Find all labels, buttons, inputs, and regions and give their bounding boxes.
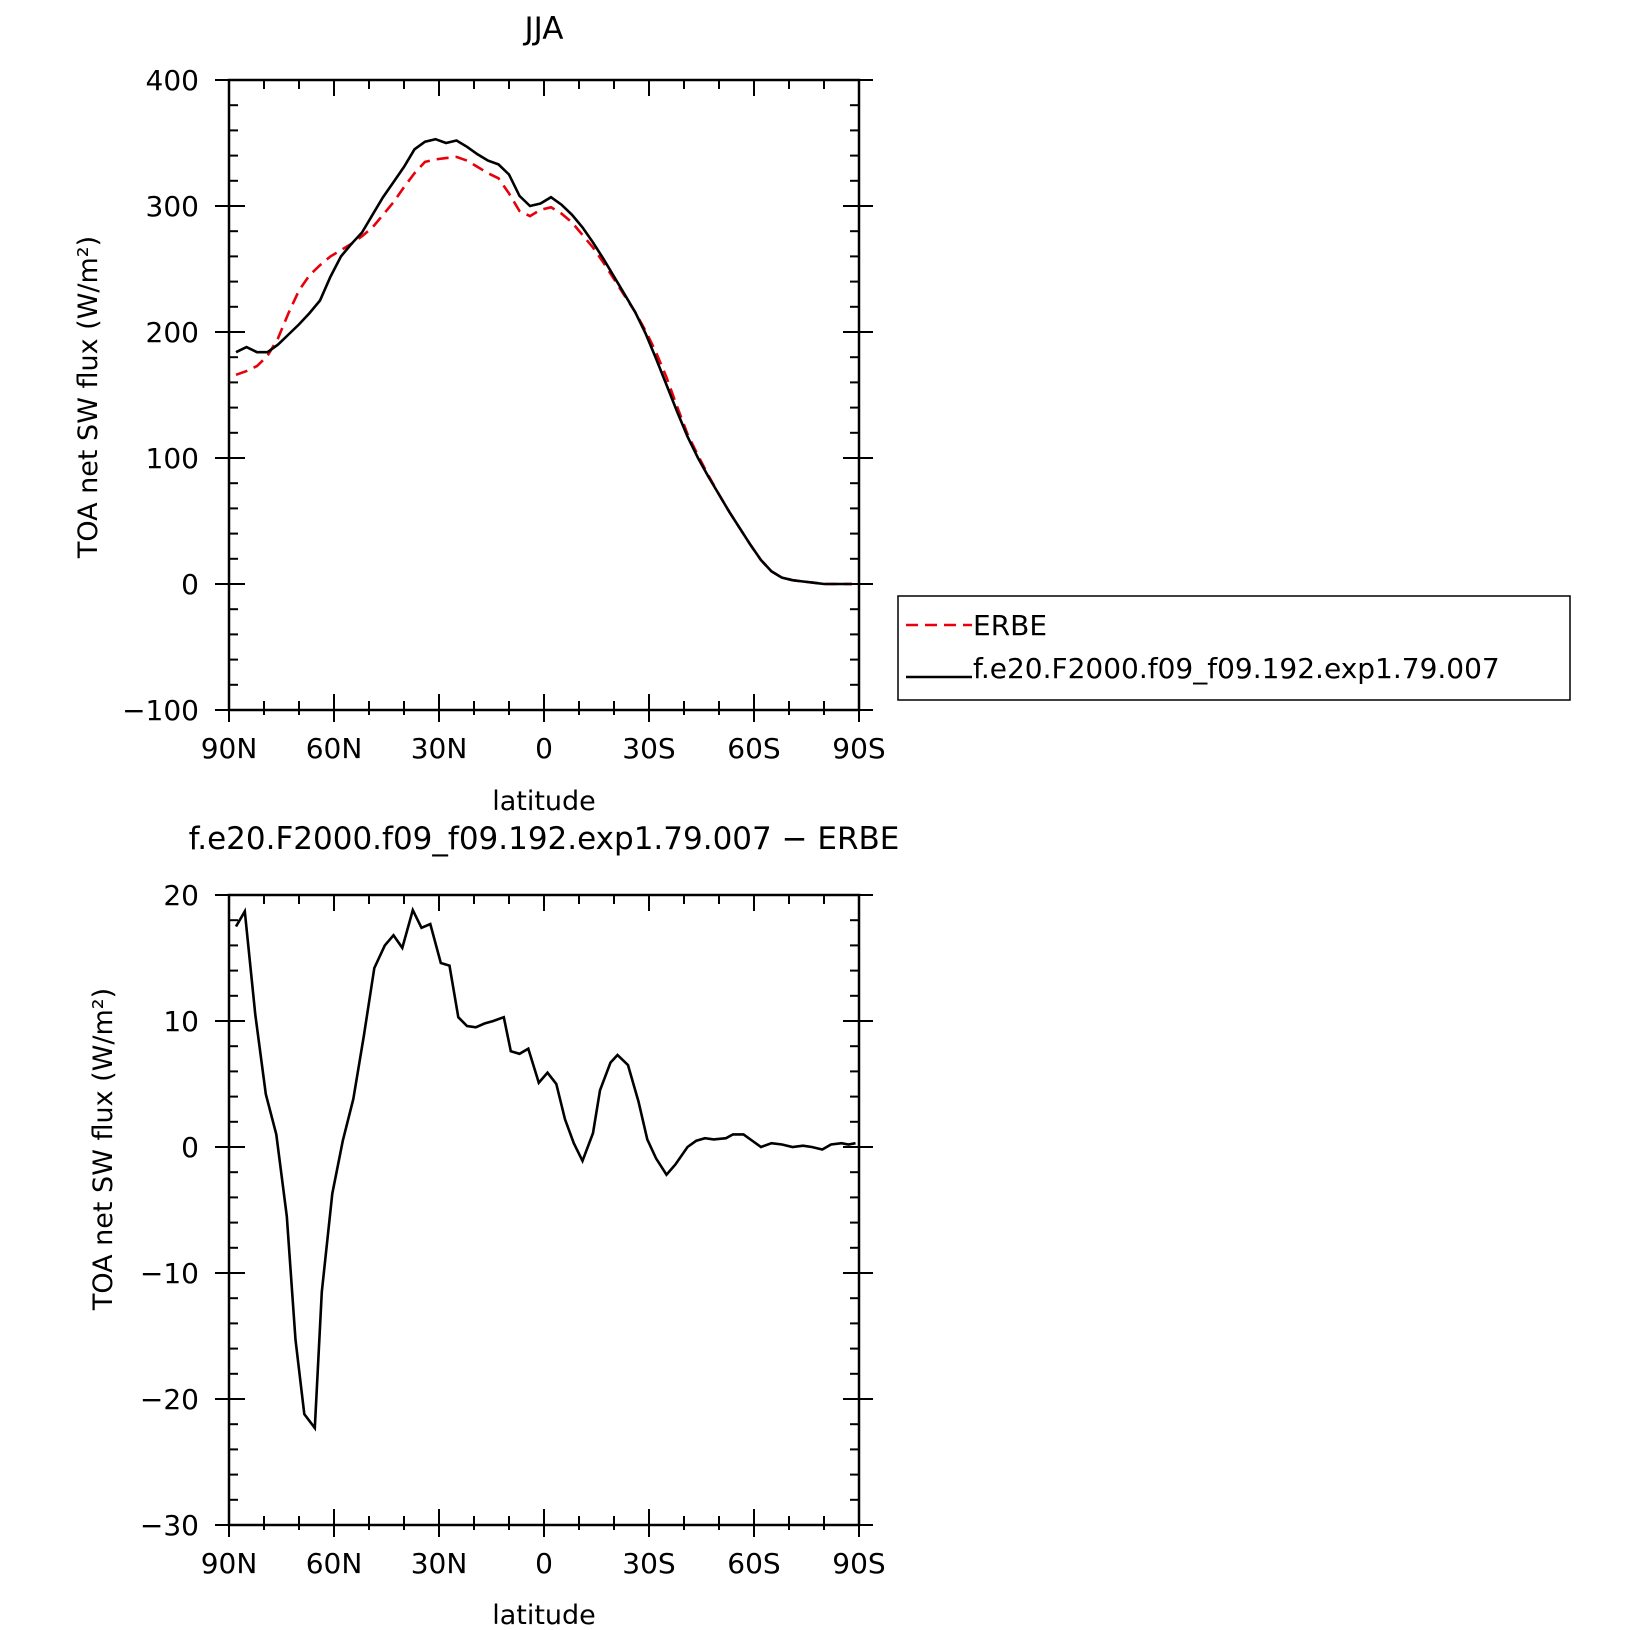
- top-y-tick-label: 200: [146, 316, 199, 349]
- top-y-tick-label: 0: [181, 568, 199, 601]
- top-y-tick-label: −100: [122, 694, 199, 727]
- top-y-tick-label: 100: [146, 442, 199, 475]
- top-panel: JJA TOA net SW flux (W/m²) 90N 60N 30N 0 30S…: [73, 11, 1571, 817]
- legend: ERBE f.e20.F2000.f09_f09.192.exp1.79.007: [897, 595, 1571, 701]
- top-series-group: [235, 137, 852, 586]
- bottom-y-tick-label: −30: [140, 1509, 199, 1542]
- bottom-x-tick-label: 90N: [201, 1547, 258, 1580]
- top-x-tick-label: 90S: [832, 732, 885, 765]
- top-y-tick-label: 400: [146, 64, 199, 97]
- bottom-y-tick-label: 20: [163, 879, 199, 912]
- bottom-x-tick-label: 60S: [727, 1547, 780, 1580]
- legend-box: [897, 595, 1571, 701]
- bottom-y-tick-label: −10: [140, 1257, 199, 1290]
- bottom-y-tick-label: −20: [140, 1383, 199, 1416]
- top-plot-frame: [227, 78, 861, 712]
- top-x-tick-label: 0: [535, 732, 553, 765]
- bottom-y-tick-label: 0: [181, 1131, 199, 1164]
- top-ticks: [215, 79, 873, 722]
- top-x-tick-label: 90N: [201, 732, 258, 765]
- legend-label-erbe: ERBE: [973, 609, 1047, 642]
- bottom-x-tick-label: 0: [535, 1547, 553, 1580]
- top-x-tick-label: 60N: [306, 732, 363, 765]
- bottom-x-tick-label: 30S: [622, 1547, 675, 1580]
- top-tick-labels: 90N 60N 30N 0 30S 60S 90S 400 300 200 100 0 −100: [122, 64, 886, 765]
- top-x-tick-label: 30S: [622, 732, 675, 765]
- top-y-axis-label: TOA net SW flux (W/m²): [73, 236, 104, 559]
- series-line-model: [235, 137, 852, 586]
- bottom-plot-frame: [227, 893, 861, 1527]
- top-x-tick-label: 30N: [411, 732, 468, 765]
- bottom-x-tick-label: 90S: [832, 1547, 885, 1580]
- bottom-y-axis-label: TOA net SW flux (W/m²): [88, 988, 119, 1311]
- bottom-x-tick-label: 30N: [411, 1547, 468, 1580]
- top-x-tick-label: 60S: [727, 732, 780, 765]
- bottom-tick-labels: 90N 60N 30N 0 30S 60S 90S 20 10 0 −10 −20 −30: [140, 879, 886, 1580]
- bottom-ticks: [215, 894, 873, 1537]
- legend-label-model: f.e20.F2000.f09_f09.192.exp1.79.007: [973, 652, 1500, 685]
- top-x-axis-label: latitude: [492, 786, 596, 817]
- bottom-chart-title: f.e20.F2000.f09_f09.192.exp1.79.007 − ER…: [189, 821, 900, 857]
- bottom-x-axis-label: latitude: [492, 1600, 596, 1630]
- bottom-x-tick-label: 60N: [306, 1547, 363, 1580]
- top-y-tick-label: 300: [146, 190, 199, 223]
- bottom-series-group: [234, 906, 856, 1432]
- bottom-panel: f.e20.F2000.f09_f09.192.exp1.79.007 − ER…: [88, 821, 899, 1630]
- top-chart-title: JJA: [523, 11, 564, 47]
- series-line-difference: [234, 906, 856, 1432]
- series-line-erbe: [235, 155, 852, 586]
- bottom-y-tick-label: 10: [163, 1005, 199, 1038]
